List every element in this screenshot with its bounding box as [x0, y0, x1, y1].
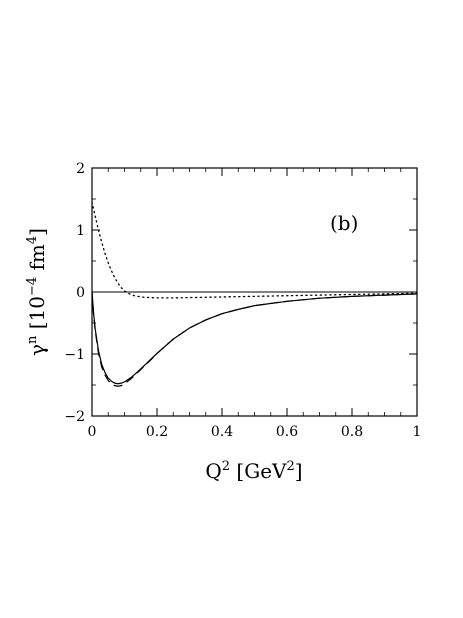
series-line-dotted [92, 201, 417, 299]
x-tick-label: 0 [88, 424, 97, 440]
panel-label: (b) [330, 211, 358, 235]
series-line-dashed [92, 291, 417, 387]
y-axis-label: γn [10−4 fm4] [25, 228, 49, 356]
x-axis-label: Q2 [GeV2] [205, 459, 302, 483]
y-tick-label: 0 [76, 285, 85, 301]
y-tick-label: 2 [76, 161, 85, 177]
x-tick-label: 0.8 [341, 424, 363, 440]
y-tick-label: 1 [76, 223, 85, 239]
x-tick-label: 1 [413, 424, 422, 440]
tick-labels-layer: 0 0.2 0.4 0.6 0.8 1 −2 −1 0 1 2 [64, 161, 421, 440]
x-tick-label: 0.2 [146, 424, 168, 440]
series-layer [92, 201, 417, 387]
y-tick-label: −2 [64, 409, 85, 425]
plot-frame [91, 167, 418, 417]
y-tick-label: −1 [64, 347, 85, 363]
axes-layer [91, 167, 418, 417]
x-tick-label: 0.4 [211, 424, 233, 440]
x-tick-label: 0.6 [276, 424, 298, 440]
